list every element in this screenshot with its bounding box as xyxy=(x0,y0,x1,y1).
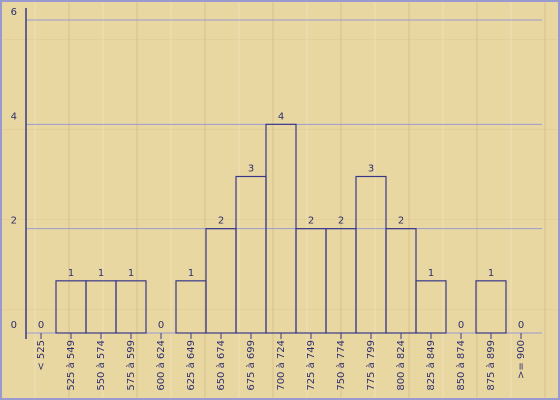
y-tick-label: 0 xyxy=(11,320,17,331)
value-label: 0 xyxy=(518,320,524,331)
bar xyxy=(475,280,507,334)
value-label: 1 xyxy=(98,268,104,279)
value-label: 3 xyxy=(368,164,374,175)
value-label: 2 xyxy=(218,216,224,227)
x-tick-label: 675 à 699 xyxy=(245,340,257,391)
x-tick-label: 650 à 674 xyxy=(215,340,227,391)
bar xyxy=(295,228,327,334)
x-tick-label: >= 900 xyxy=(516,340,527,379)
value-label: 0 xyxy=(38,320,44,331)
value-label: 1 xyxy=(428,268,434,279)
bar xyxy=(175,280,207,334)
value-label: 4 xyxy=(278,111,284,122)
bar xyxy=(355,175,387,334)
x-tick-label: < 525 xyxy=(36,340,47,371)
value-label: 2 xyxy=(398,216,404,227)
bar xyxy=(55,280,87,334)
x-tick-label: 750 à 774 xyxy=(335,340,347,391)
bar xyxy=(85,280,117,334)
bar xyxy=(235,175,267,334)
bar xyxy=(415,280,447,334)
y-tick-label: 2 xyxy=(11,216,17,227)
x-tick-label: 575 à 599 xyxy=(125,340,137,391)
x-tick-label: 800 à 824 xyxy=(395,340,407,391)
value-label: 0 xyxy=(158,320,164,331)
value-label: 2 xyxy=(308,216,314,227)
value-label: 3 xyxy=(248,164,254,175)
x-tick-label: 625 à 649 xyxy=(185,340,197,391)
value-label: 1 xyxy=(488,268,494,279)
value-label: 2 xyxy=(338,216,344,227)
y-tick-label: 6 xyxy=(11,7,17,18)
x-tick-label: 525 à 549 xyxy=(65,340,77,391)
bar xyxy=(325,228,357,334)
x-tick-label: 600 à 624 xyxy=(155,340,167,391)
x-tick-label: 875 à 899 xyxy=(485,340,497,391)
x-tick-label: 775 à 799 xyxy=(365,340,377,391)
bar xyxy=(205,228,237,334)
value-label: 1 xyxy=(188,268,194,279)
x-tick-label: 725 à 749 xyxy=(305,340,317,391)
value-label: 0 xyxy=(458,320,464,331)
bar xyxy=(115,280,147,334)
bar xyxy=(385,228,417,334)
value-label: 1 xyxy=(128,268,134,279)
value-label: 1 xyxy=(68,268,74,279)
y-tick-label: 4 xyxy=(11,111,17,122)
x-tick-label: 850 à 874 xyxy=(455,340,467,391)
x-tick-label: 700 à 724 xyxy=(275,340,287,391)
x-tick-label: 550 à 574 xyxy=(95,340,107,391)
x-tick-label: 825 à 849 xyxy=(425,340,437,391)
